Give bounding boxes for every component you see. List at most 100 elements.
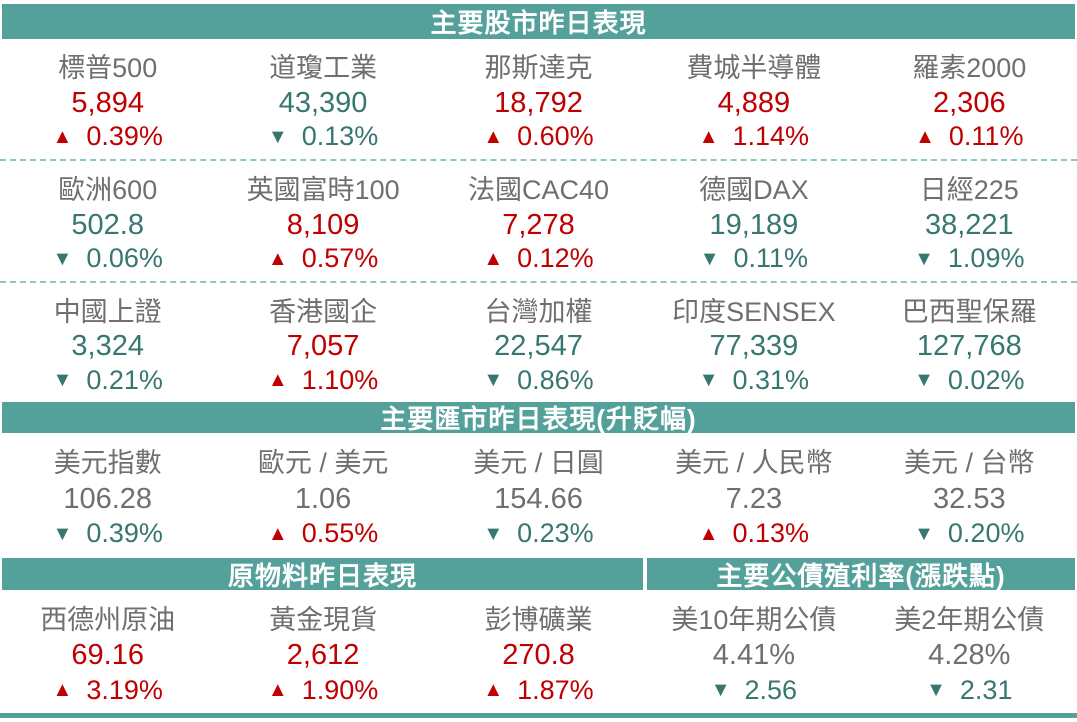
quote-cell: 日經225 38,221 ▼ 1.09% bbox=[862, 161, 1077, 281]
trend-arrow-icon: ▼ bbox=[483, 369, 504, 391]
instrument-label: 英國富時100 bbox=[246, 174, 400, 205]
change-text: 0.57% bbox=[301, 243, 379, 274]
trend-arrow-icon: ▼ bbox=[698, 369, 719, 391]
instrument-label: 日經225 bbox=[919, 174, 1019, 205]
instrument-label: 彭博礦業 bbox=[484, 604, 593, 635]
instrument-change: ▼ 0.13% bbox=[268, 121, 378, 152]
instrument-change: ▲ 1.10% bbox=[268, 365, 378, 396]
change-text: 0.55% bbox=[301, 518, 379, 549]
instrument-label: 香港國企 bbox=[269, 296, 378, 327]
instrument-value: 106.28 bbox=[63, 482, 153, 515]
instrument-value: 2,612 bbox=[286, 639, 360, 671]
instrument-label: 道瓊工業 bbox=[269, 52, 378, 83]
section-header-fx: 主要匯市昨日表現(升貶幅) bbox=[2, 402, 1075, 434]
instrument-value: 7,057 bbox=[286, 330, 360, 362]
instrument-label: 黃金現貨 bbox=[269, 604, 378, 635]
section-title: 原物料昨日表現 bbox=[227, 560, 417, 591]
instrument-label: 費城半導體 bbox=[686, 52, 822, 83]
instrument-value: 270.8 bbox=[502, 639, 575, 671]
instrument-value: 19,189 bbox=[709, 208, 799, 241]
instrument-label: 西德州原油 bbox=[40, 604, 176, 635]
instrument-value: 2,306 bbox=[933, 86, 1006, 119]
instrument-label: 印度SENSEX bbox=[672, 296, 836, 327]
change-text: 2.31 bbox=[959, 674, 1013, 705]
trend-arrow-icon: ▲ bbox=[698, 522, 719, 545]
quote-cell: 標普500 5,894 ▲ 0.39% bbox=[0, 39, 215, 159]
instrument-change: ▼ 1.09% bbox=[914, 243, 1024, 274]
stocks-row-1: 標普500 5,894 ▲ 0.39% 道瓊工業 43,390 ▼ 0.13% 那斯… bbox=[0, 39, 1077, 161]
change-text: 0.31% bbox=[732, 364, 810, 395]
instrument-value: 43,390 bbox=[278, 86, 368, 119]
quote-cell: 美10年期公債 4.41% ▼ 2.56 bbox=[646, 590, 861, 713]
stocks-row-3: 中國上證 3,324 ▼ 0.21% 香港國企 7,057 ▲ 1.10% 台灣加權… bbox=[0, 283, 1077, 402]
change-text: 1.09% bbox=[947, 243, 1025, 274]
quote-cell: 台灣加權 22,547 ▼ 0.86% bbox=[431, 283, 646, 402]
instrument-change: ▼ 2.31 bbox=[926, 675, 1012, 706]
section-header-commodities: 原物料昨日表現 bbox=[2, 558, 643, 591]
instrument-label: 羅素2000 bbox=[912, 52, 1027, 83]
instrument-change: ▲ 1.90% bbox=[268, 675, 378, 706]
instrument-change: ▲ 0.13% bbox=[699, 518, 809, 549]
bottom-border-bar bbox=[0, 713, 1077, 718]
instrument-change: ▼ 0.06% bbox=[53, 243, 163, 274]
trend-arrow-icon: ▼ bbox=[914, 369, 934, 391]
header-divider bbox=[643, 558, 647, 590]
trend-arrow-icon: ▼ bbox=[926, 679, 946, 701]
change-text: 0.60% bbox=[517, 121, 594, 152]
change-text: 0.86% bbox=[517, 364, 594, 395]
change-text: 1.87% bbox=[517, 674, 594, 705]
instrument-value: 154.66 bbox=[494, 482, 583, 515]
change-text: 0.20% bbox=[947, 518, 1025, 549]
instrument-change: ▲ 3.19% bbox=[53, 675, 163, 706]
instrument-label: 美2年期公債 bbox=[894, 604, 1045, 635]
quote-cell: 那斯達克 18,792 ▲ 0.60% bbox=[431, 39, 646, 159]
trend-arrow-icon: ▲ bbox=[267, 247, 288, 270]
instrument-value: 1.06 bbox=[294, 482, 352, 515]
quote-cell: 法國CAC40 7,278 ▲ 0.12% bbox=[431, 161, 646, 281]
quote-cell: 彭博礦業 270.8 ▲ 1.87% bbox=[431, 590, 646, 713]
instrument-change: ▲ 0.60% bbox=[483, 121, 593, 152]
section-title: 主要股市昨日表現 bbox=[430, 8, 647, 38]
instrument-value: 38,221 bbox=[924, 208, 1014, 241]
trend-arrow-icon: ▲ bbox=[483, 125, 504, 148]
instrument-change: ▼ 2.56 bbox=[711, 675, 797, 706]
instrument-value: 77,339 bbox=[709, 330, 799, 362]
trend-arrow-icon: ▼ bbox=[52, 522, 73, 545]
quote-cell: 印度SENSEX 77,339 ▼ 0.31% bbox=[646, 283, 861, 402]
quote-cell: 美元 / 台幣 32.53 ▼ 0.20% bbox=[862, 433, 1077, 557]
quote-cell: 中國上證 3,324 ▼ 0.21% bbox=[0, 283, 215, 402]
instrument-label: 美元 / 日圓 bbox=[473, 447, 604, 478]
section-title: 主要匯市昨日表現(升貶幅) bbox=[380, 404, 697, 434]
change-text: 0.12% bbox=[517, 243, 594, 274]
trend-arrow-icon: ▲ bbox=[267, 369, 288, 391]
change-text: 1.14% bbox=[732, 121, 810, 152]
instrument-change: ▲ 0.55% bbox=[268, 518, 378, 549]
instrument-change: ▲ 1.14% bbox=[699, 121, 809, 152]
trend-arrow-icon: ▲ bbox=[52, 679, 73, 701]
instrument-value: 127,768 bbox=[916, 330, 1022, 362]
instrument-change: ▼ 0.39% bbox=[53, 518, 163, 549]
instrument-value: 7,278 bbox=[502, 208, 575, 241]
instrument-change: ▲ 0.57% bbox=[268, 243, 378, 274]
instrument-value: 69.16 bbox=[71, 639, 144, 671]
quote-cell: 道瓊工業 43,390 ▼ 0.13% bbox=[215, 39, 430, 159]
instrument-value: 18,792 bbox=[494, 86, 583, 119]
instrument-label: 巴西聖保羅 bbox=[901, 296, 1037, 327]
quote-cell: 美2年期公債 4.28% ▼ 2.31 bbox=[862, 590, 1077, 713]
commodities-bonds-row: 西德州原油 69.16 ▲ 3.19% 黃金現貨 2,612 ▲ 1.90% 彭博礦… bbox=[0, 590, 1077, 713]
trend-arrow-icon: ▲ bbox=[267, 522, 288, 545]
trend-arrow-icon: ▲ bbox=[483, 247, 504, 270]
instrument-value: 4.28% bbox=[928, 639, 1011, 671]
change-text: 3.19% bbox=[86, 674, 163, 705]
change-text: 0.06% bbox=[86, 243, 163, 274]
change-text: 2.56 bbox=[744, 674, 798, 705]
instrument-label: 中國上證 bbox=[53, 296, 162, 327]
trend-arrow-icon: ▼ bbox=[52, 247, 73, 270]
trend-arrow-icon: ▲ bbox=[52, 125, 73, 148]
instrument-value: 32.53 bbox=[933, 482, 1006, 515]
trend-arrow-icon: ▲ bbox=[915, 125, 935, 148]
change-text: 0.13% bbox=[301, 121, 379, 152]
instrument-value: 8,109 bbox=[286, 208, 360, 241]
instrument-value: 7.23 bbox=[725, 482, 783, 515]
change-text: 0.21% bbox=[86, 364, 163, 395]
